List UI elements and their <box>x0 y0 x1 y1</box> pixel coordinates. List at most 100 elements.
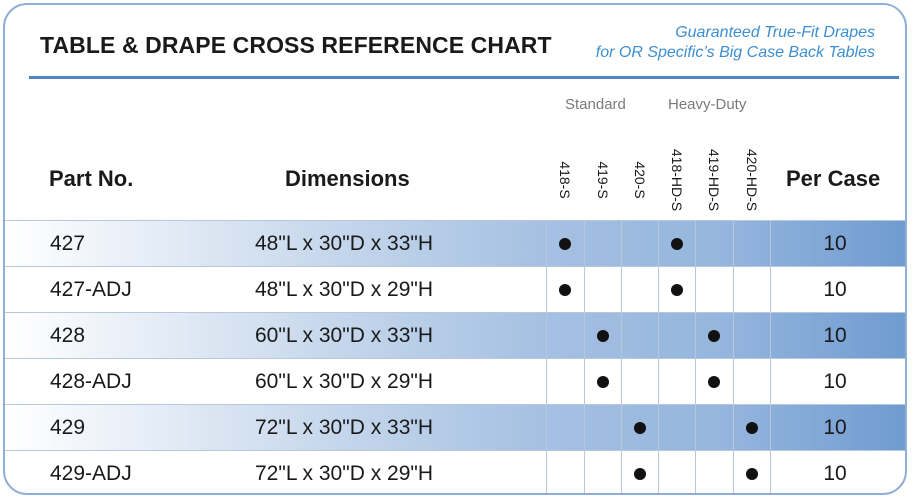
drape-code-header: 420-HD-S <box>733 145 770 215</box>
column-divider <box>584 221 585 266</box>
chart-title: TABLE & DRAPE CROSS REFERENCE CHART <box>40 32 552 58</box>
per-case-cell: 10 <box>823 416 847 439</box>
column-divider <box>695 451 696 493</box>
fit-indicator-dot <box>559 238 571 250</box>
drape-code-label: 418-S <box>556 161 573 199</box>
column-divider <box>621 405 622 450</box>
column-divider <box>695 359 696 404</box>
column-divider <box>658 451 659 493</box>
table-row: 427 48"L x 30"D x 33"H 10 <box>5 220 905 266</box>
drape-code-header: 418-S <box>546 145 583 215</box>
dimensions-cell: 60"L x 30"D x 33"H <box>255 324 434 347</box>
tagline: Guaranteed True-Fit Drapes for OR Specif… <box>596 23 875 63</box>
fit-indicator-dot <box>559 284 571 296</box>
column-divider <box>733 313 734 358</box>
column-divider <box>584 405 585 450</box>
column-divider <box>733 221 734 266</box>
per-case-cell: 10 <box>823 232 847 255</box>
column-divider <box>770 405 771 450</box>
dimensions-cell: 48"L x 30"D x 29"H <box>255 278 434 301</box>
column-divider <box>546 405 547 450</box>
drape-code-header: 420-S <box>621 145 658 215</box>
column-divider <box>658 359 659 404</box>
per-case-cell: 10 <box>823 370 847 393</box>
table-row: 427-ADJ 48"L x 30"D x 29"H 10 <box>5 266 905 312</box>
column-divider <box>621 313 622 358</box>
column-divider <box>695 221 696 266</box>
drape-code-label: 420-S <box>631 161 648 199</box>
column-divider <box>695 313 696 358</box>
drape-code-header: 418-HD-S <box>658 145 695 215</box>
column-divider <box>584 267 585 312</box>
column-divider <box>733 405 734 450</box>
column-divider <box>546 221 547 266</box>
column-divider <box>621 267 622 312</box>
fit-indicator-dot <box>708 376 720 388</box>
tagline-line-1: Guaranteed True-Fit Drapes <box>675 24 875 41</box>
header-per-case: Per Case <box>786 166 881 191</box>
chart-card: TABLE & DRAPE CROSS REFERENCE CHART Guar… <box>3 3 907 495</box>
group-label-standard: Standard <box>565 96 626 113</box>
fit-indicator-dot <box>671 284 683 296</box>
column-divider <box>733 267 734 312</box>
header-dimensions: Dimensions <box>285 166 410 191</box>
group-label-heavy-duty: Heavy-Duty <box>668 96 747 113</box>
table-row: 428-ADJ 60"L x 30"D x 29"H 10 <box>5 358 905 404</box>
title-divider <box>29 76 899 79</box>
column-divider <box>770 221 771 266</box>
column-divider <box>770 451 771 493</box>
column-divider <box>770 267 771 312</box>
part-number-cell: 429-ADJ <box>50 462 132 485</box>
fit-indicator-dot <box>746 422 758 434</box>
column-divider <box>621 221 622 266</box>
part-number-cell: 429 <box>50 416 86 439</box>
column-divider <box>546 359 547 404</box>
part-number-cell: 428 <box>50 324 86 347</box>
table-row: 429-ADJ 72"L x 30"D x 29"H 10 <box>5 450 905 493</box>
dimensions-cell: 60"L x 30"D x 29"H <box>255 370 434 393</box>
column-divider <box>546 313 547 358</box>
drape-code-label: 419-HD-S <box>705 148 722 212</box>
fit-indicator-dot <box>708 330 720 342</box>
column-divider <box>546 451 547 493</box>
drape-code-header: 419-HD-S <box>695 145 732 215</box>
column-divider <box>770 313 771 358</box>
per-case-cell: 10 <box>823 278 847 301</box>
column-divider <box>546 267 547 312</box>
fit-indicator-dot <box>634 422 646 434</box>
fit-indicator-dot <box>671 238 683 250</box>
column-divider <box>733 451 734 493</box>
part-number-cell: 427 <box>50 232 86 255</box>
per-case-cell: 10 <box>823 462 847 485</box>
fit-indicator-dot <box>634 468 646 480</box>
column-divider <box>658 221 659 266</box>
drape-code-header: 419-S <box>584 145 621 215</box>
table-row: 428 60"L x 30"D x 33"H 10 <box>5 312 905 358</box>
column-divider <box>658 405 659 450</box>
drape-code-label: 418-HD-S <box>668 148 685 212</box>
column-divider <box>770 359 771 404</box>
part-number-cell: 428-ADJ <box>50 370 132 393</box>
column-divider <box>584 313 585 358</box>
dimensions-cell: 48"L x 30"D x 33"H <box>255 232 434 255</box>
part-number-cell: 427-ADJ <box>50 278 132 301</box>
column-divider <box>658 267 659 312</box>
fit-indicator-dot <box>597 376 609 388</box>
dimensions-cell: 72"L x 30"D x 29"H <box>255 462 434 485</box>
per-case-cell: 10 <box>823 324 847 347</box>
column-divider <box>584 451 585 493</box>
fit-indicator-dot <box>597 330 609 342</box>
column-divider <box>621 359 622 404</box>
fit-indicator-dot <box>746 468 758 480</box>
cross-reference-table: 427 48"L x 30"D x 33"H 10 427-ADJ 48"L x 30"… <box>5 220 905 493</box>
header-part-no: Part No. <box>49 166 134 191</box>
dimensions-cell: 72"L x 30"D x 33"H <box>255 416 434 439</box>
column-divider <box>658 313 659 358</box>
drape-code-label: 419-S <box>594 161 611 199</box>
column-divider <box>695 405 696 450</box>
table-row: 429 72"L x 30"D x 33"H 10 <box>5 404 905 450</box>
column-divider <box>695 267 696 312</box>
column-divider <box>584 359 585 404</box>
drape-code-label: 420-HD-S <box>743 148 760 212</box>
column-divider <box>733 359 734 404</box>
